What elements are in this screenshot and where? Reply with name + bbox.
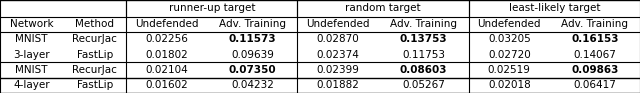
Text: 0.02104: 0.02104 <box>145 65 188 75</box>
Text: 0.06417: 0.06417 <box>573 80 616 90</box>
Text: 0.11753: 0.11753 <box>402 50 445 60</box>
Text: 0.02720: 0.02720 <box>488 50 531 60</box>
Text: 0.02374: 0.02374 <box>317 50 360 60</box>
Text: 0.02519: 0.02519 <box>488 65 531 75</box>
Text: 0.07350: 0.07350 <box>228 65 276 75</box>
Text: Undefended: Undefended <box>477 19 541 29</box>
Text: Undefended: Undefended <box>307 19 370 29</box>
Text: 0.01882: 0.01882 <box>317 80 360 90</box>
Text: 0.01802: 0.01802 <box>145 50 188 60</box>
Text: MNIST: MNIST <box>15 65 48 75</box>
Text: 0.16153: 0.16153 <box>571 34 619 44</box>
Text: Adv. Training: Adv. Training <box>219 19 286 29</box>
Text: MNIST: MNIST <box>15 34 48 44</box>
Text: 0.08603: 0.08603 <box>400 65 447 75</box>
Text: 0.02870: 0.02870 <box>317 34 360 44</box>
Text: 0.02399: 0.02399 <box>317 65 360 75</box>
Text: Adv. Training: Adv. Training <box>390 19 457 29</box>
Text: Adv. Training: Adv. Training <box>561 19 628 29</box>
Text: FastLip: FastLip <box>77 80 113 90</box>
Text: 0.11573: 0.11573 <box>228 34 276 44</box>
Text: 0.03205: 0.03205 <box>488 34 531 44</box>
Text: 0.09639: 0.09639 <box>231 50 274 60</box>
Text: FastLip: FastLip <box>77 50 113 60</box>
Text: 0.04232: 0.04232 <box>231 80 274 90</box>
Text: Network: Network <box>10 19 53 29</box>
Text: 0.09863: 0.09863 <box>572 65 619 75</box>
Text: Undefended: Undefended <box>135 19 198 29</box>
Text: least-likely target: least-likely target <box>509 3 600 13</box>
Text: 0.05267: 0.05267 <box>402 80 445 90</box>
Text: RecurJac: RecurJac <box>72 34 117 44</box>
Text: random target: random target <box>346 3 421 13</box>
Text: 0.13753: 0.13753 <box>400 34 447 44</box>
Text: 0.01602: 0.01602 <box>145 80 188 90</box>
Text: 0.02018: 0.02018 <box>488 80 531 90</box>
Text: 0.14067: 0.14067 <box>573 50 616 60</box>
Text: runner-up target: runner-up target <box>168 3 255 13</box>
Text: 0.02256: 0.02256 <box>145 34 188 44</box>
Text: 4-layer: 4-layer <box>13 80 50 90</box>
Text: Method: Method <box>75 19 114 29</box>
Text: 3-layer: 3-layer <box>13 50 50 60</box>
Text: RecurJac: RecurJac <box>72 65 117 75</box>
